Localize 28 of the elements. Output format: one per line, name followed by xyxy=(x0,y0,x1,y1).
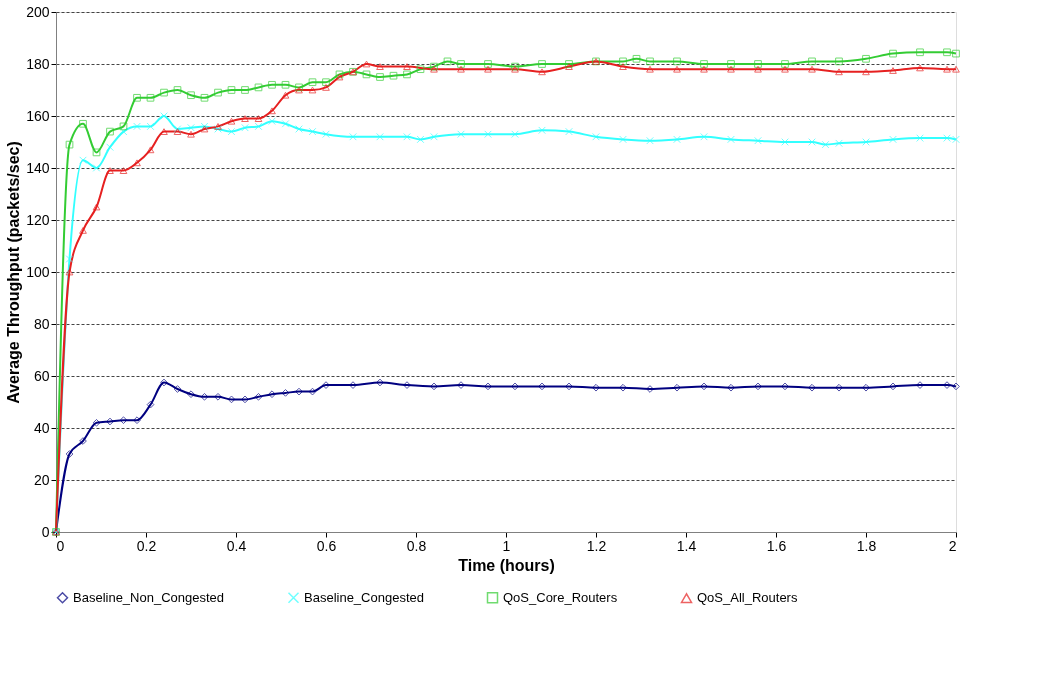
x-axis-title: Time (hours) xyxy=(458,556,555,574)
y-axis-title: Average Throughput (packets/sec) xyxy=(5,141,23,404)
x-tick-label: 0.4 xyxy=(226,537,247,554)
x-tick-label: 0 xyxy=(56,537,65,554)
y-tick-label: 100 xyxy=(26,263,50,280)
x-tick-label: 0.2 xyxy=(136,537,157,554)
y-tick-label: 20 xyxy=(33,471,50,488)
y-tick-label: 80 xyxy=(33,315,50,332)
x-tick-label: 1.2 xyxy=(586,537,607,554)
y-tick-label: 40 xyxy=(33,419,50,436)
y-tick-label: 120 xyxy=(26,211,50,228)
legend-label: QoS_All_Routers xyxy=(697,590,798,606)
y-tick-label: 160 xyxy=(26,107,50,124)
x-tick-label: 1.4 xyxy=(676,537,697,554)
legend-label: Baseline_Non_Congested xyxy=(73,589,225,605)
y-tick-label: 0 xyxy=(41,523,50,540)
x-tick-label: 2 xyxy=(948,537,957,554)
x-tick-label: 1.6 xyxy=(766,537,787,554)
x-tick-label: 1.8 xyxy=(856,537,877,554)
y-tick-label: 180 xyxy=(26,55,50,72)
x-tick-label: 0.8 xyxy=(406,537,427,554)
y-tick-label: 200 xyxy=(26,3,50,20)
legend-label: Baseline_Congested xyxy=(304,589,424,605)
y-tick-label: 140 xyxy=(26,159,50,176)
y-tick-label: 60 xyxy=(33,367,50,384)
x-tick-label: 1 xyxy=(502,537,511,554)
x-tick-label: 0.6 xyxy=(316,537,337,554)
legend-label: QoS_Core_Routers xyxy=(503,589,618,605)
